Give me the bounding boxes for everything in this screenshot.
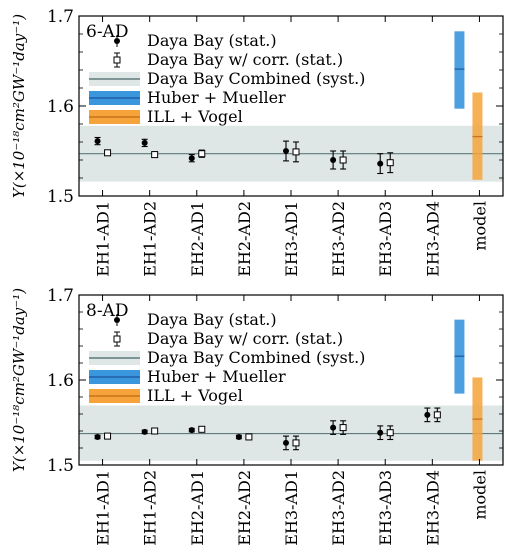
y-tick-label: 1.6 xyxy=(47,97,74,117)
data-point-stat xyxy=(188,427,195,434)
data-point-corr xyxy=(292,439,300,447)
x-tick-label: EH3-AD3 xyxy=(376,470,395,546)
data-point-stat xyxy=(330,157,337,163)
y-tick-label: 1.5 xyxy=(47,187,74,207)
x-tick-label: model xyxy=(470,201,489,251)
data-point-corr xyxy=(339,156,347,164)
x-tick-label: EH2-AD2 xyxy=(235,470,254,546)
data-point-stat xyxy=(283,148,289,154)
panel-label: 6-AD xyxy=(86,22,128,42)
legend-label: ILL + Vogel xyxy=(147,107,243,126)
x-tick-label: EH2-AD1 xyxy=(188,201,207,277)
legend-label: Daya Bay (stat.) xyxy=(147,31,277,50)
legend-entry: Huber + Mueller xyxy=(89,88,286,107)
x-tick-label: EH1-AD2 xyxy=(141,201,160,277)
data-point-stat xyxy=(283,439,289,446)
legend-label: Daya Bay (stat.) xyxy=(147,310,277,329)
legend-label: Huber + Mueller xyxy=(147,88,286,107)
x-tick-label: EH1-AD1 xyxy=(94,201,113,277)
y-tick-label: 1.7 xyxy=(47,7,74,27)
x-tick-label: model xyxy=(470,470,489,520)
panel-label: 8-AD xyxy=(86,301,128,321)
legend-label: Daya Bay w/ corr. (stat.) xyxy=(147,329,343,348)
legend-marker-corr xyxy=(113,335,121,343)
legend-entry: Daya Bay w/ corr. (stat.) xyxy=(113,329,343,348)
legend-marker-corr xyxy=(113,56,121,64)
data-point-corr xyxy=(386,159,394,167)
x-tick-label: EH3-AD3 xyxy=(376,201,395,277)
x-tick-label: EH3-AD2 xyxy=(329,201,348,277)
legend-entry: Huber + Mueller xyxy=(89,367,286,386)
data-point-corr xyxy=(151,151,159,159)
legend-entry: Daya Bay (stat.) xyxy=(114,31,277,50)
x-tick-label: EH3-AD1 xyxy=(282,201,301,277)
legend-entry: Daya Bay (stat.) xyxy=(114,310,277,329)
y-tick-label: 1.6 xyxy=(47,371,74,391)
data-point-stat xyxy=(424,411,431,418)
legend-label: Huber + Mueller xyxy=(147,367,286,386)
data-point-corr xyxy=(198,150,206,158)
x-tick-label: EH3-AD4 xyxy=(423,201,442,277)
legend-label: ILL + Vogel xyxy=(147,386,243,405)
data-point-stat xyxy=(141,139,148,146)
x-tick-label: EH3-AD2 xyxy=(329,470,348,546)
chart-panel-1: 1.5 1.6 1.7 EH1-AD1 EH1-AD2 EH2-AD1 EH2-AD2 EH3… xyxy=(10,7,504,277)
data-point-corr xyxy=(386,429,394,437)
data-point-corr xyxy=(433,411,441,419)
legend-entry: Daya Bay Combined (syst.) xyxy=(89,348,365,367)
data-point-stat xyxy=(188,155,195,162)
x-tick-label: EH1-AD2 xyxy=(141,470,160,546)
data-point-corr xyxy=(104,432,112,440)
data-point-stat xyxy=(141,428,148,435)
legend-marker-stat xyxy=(114,317,120,323)
legend-label: Daya Bay w/ corr. (stat.) xyxy=(147,50,343,69)
y-tick-label: 1.5 xyxy=(47,456,74,476)
x-tick-label: EH3-AD4 xyxy=(423,470,442,546)
data-point-stat xyxy=(94,433,101,440)
data-point-corr xyxy=(198,425,206,433)
y-axis-label: Y(×10⁻¹⁸cm²GW⁻¹day⁻¹) xyxy=(10,288,28,472)
data-point-stat xyxy=(330,424,337,431)
data-point-stat xyxy=(94,138,101,145)
model-band xyxy=(454,31,465,109)
legend-label: Daya Bay Combined (syst.) xyxy=(147,348,365,367)
data-point-corr xyxy=(292,148,300,156)
legend-entry: Daya Bay w/ corr. (stat.) xyxy=(113,50,343,69)
chart-panel-2: 1.5 1.6 1.7 EH1-AD1 EH1-AD2 EH2-AD1 EH2-AD2 EH3… xyxy=(10,286,504,546)
data-point-stat xyxy=(377,429,384,436)
legend-marker-stat xyxy=(114,38,120,44)
y-axis-label: Y(×10⁻¹⁸cm²GW⁻¹day⁻¹) xyxy=(10,14,28,198)
x-tick-label: EH3-AD1 xyxy=(282,470,301,546)
x-tick-label: EH2-AD1 xyxy=(188,470,207,546)
data-point-corr xyxy=(151,427,159,435)
legend-label: Daya Bay Combined (syst.) xyxy=(147,69,365,88)
y-tick-label: 1.7 xyxy=(47,286,74,306)
x-tick-label: EH1-AD1 xyxy=(94,470,113,546)
legend-entry: ILL + Vogel xyxy=(89,107,243,126)
data-point-corr xyxy=(104,149,112,157)
legend-entry: ILL + Vogel xyxy=(89,386,243,405)
legend-entry: Daya Bay Combined (syst.) xyxy=(89,69,365,88)
data-point-stat xyxy=(377,160,384,167)
data-point-stat xyxy=(235,433,242,440)
x-tick-label: EH2-AD2 xyxy=(235,201,254,277)
data-point-corr xyxy=(339,424,347,432)
data-point-corr xyxy=(245,433,253,441)
